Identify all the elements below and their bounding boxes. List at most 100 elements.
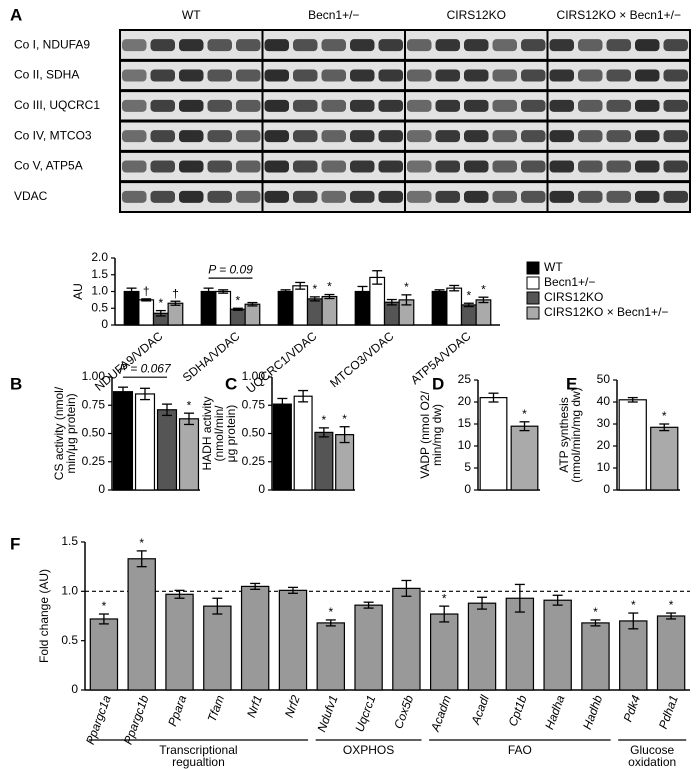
y-tick-label: 0.25: [242, 454, 266, 468]
blot-band: [549, 99, 574, 112]
y-tick-label: 1.0: [61, 584, 78, 598]
significance-mark: *: [102, 599, 107, 613]
blot-band: [635, 99, 660, 112]
blot-band: [293, 39, 318, 52]
blot-band: [549, 39, 574, 52]
group-label: FAO: [508, 743, 532, 757]
bar: [203, 605, 232, 691]
blot-band: [179, 160, 204, 173]
x-tick-label: Ppargc1a: [83, 693, 114, 746]
blot-band: [407, 160, 432, 173]
bar: [383, 301, 400, 326]
significance-mark: *: [312, 282, 317, 296]
bar: [229, 308, 246, 326]
bar: [134, 393, 156, 491]
blot-band: [321, 99, 346, 112]
blot-band: [179, 130, 204, 143]
x-tick-label: MTCO3/VDAC: [327, 329, 397, 391]
blot-band: [464, 130, 489, 143]
blot-band: [207, 99, 232, 112]
y-tick-label: 0.50: [82, 426, 106, 440]
blot-band: [350, 160, 375, 173]
x-tick-label: Nrf1: [244, 693, 265, 719]
group-label: regualtion: [172, 755, 225, 769]
bar: [321, 295, 338, 326]
group-label: OXPHOS: [343, 743, 394, 757]
y-tick-label: 15: [458, 416, 472, 430]
blot-band: [378, 99, 403, 112]
blot-band: [293, 160, 318, 173]
blot-band: [122, 99, 147, 112]
blot-band: [150, 190, 175, 203]
blot-band: [606, 190, 631, 203]
blot-band: [521, 99, 546, 112]
blot-band: [378, 69, 403, 82]
x-tick-label: Pdk4: [621, 693, 644, 724]
blot-band: [606, 160, 631, 173]
blot-band: [236, 39, 261, 52]
blot-band: [122, 160, 147, 173]
blot-band: [464, 69, 489, 82]
blot-band: [521, 130, 546, 143]
blot-band: [578, 130, 603, 143]
blot-band: [264, 69, 289, 82]
y-tick-label: 20: [458, 394, 472, 408]
blot-band: [492, 99, 517, 112]
blot-band: [407, 99, 432, 112]
blot-band: [435, 39, 460, 52]
bar: [272, 403, 292, 491]
x-tick-label: UQCRC1/VDAC: [244, 329, 320, 396]
bar: [510, 425, 539, 491]
blot-band: [663, 99, 688, 112]
y-tick-label: 25: [458, 372, 472, 386]
significance-mark: *: [662, 409, 667, 423]
bar: [314, 431, 334, 491]
blot-band: [321, 69, 346, 82]
blot-band: [435, 160, 460, 173]
blot-band: [122, 39, 147, 52]
bar: [112, 391, 134, 491]
bar: [581, 622, 610, 691]
blot-band: [635, 130, 660, 143]
bar: [430, 613, 459, 691]
panel-letter: C: [225, 374, 237, 393]
blot-row-label: Co IV, MTCO3: [14, 128, 92, 142]
blot-band: [293, 99, 318, 112]
blot-band: [264, 130, 289, 143]
y-axis-label: HADH activity: [200, 396, 214, 470]
bar: [543, 599, 572, 691]
blot-band: [293, 69, 318, 82]
blot-group-label: Becn1+/−: [308, 8, 359, 22]
bar: [619, 620, 648, 691]
significance-mark: †: [143, 284, 150, 298]
significance-mark: *: [139, 536, 144, 550]
x-tick-label: Ppargc1b: [121, 693, 152, 746]
significance-mark: *: [322, 413, 327, 427]
blot-group-label: CIRS12KO × Becn1+/−: [557, 8, 681, 22]
blot-band: [549, 130, 574, 143]
y-tick-label: 5: [464, 460, 471, 474]
bar: [460, 304, 477, 326]
blot-band: [663, 190, 688, 203]
blot-band: [264, 39, 289, 52]
y-axis-label: Fold change (AU): [37, 569, 51, 663]
blot-band: [492, 130, 517, 143]
y-tick-label: 1.00: [242, 369, 266, 383]
bar: [431, 290, 448, 326]
blot-band: [321, 190, 346, 203]
blot-band: [207, 39, 232, 52]
significance-mark: *: [342, 412, 347, 426]
bar: [240, 585, 270, 691]
significance-mark: *: [669, 598, 674, 612]
bar: [446, 287, 463, 326]
blot-band: [150, 160, 175, 173]
bar: [89, 618, 119, 691]
y-tick-label: 1.00: [82, 369, 106, 383]
y-axis-label: ATP synthesis: [557, 397, 571, 473]
blot-band: [179, 190, 204, 203]
blot-band: [378, 190, 403, 203]
blot-band: [378, 39, 403, 52]
blot-band: [407, 39, 432, 52]
blot-band: [350, 190, 375, 203]
blot-band: [150, 99, 175, 112]
